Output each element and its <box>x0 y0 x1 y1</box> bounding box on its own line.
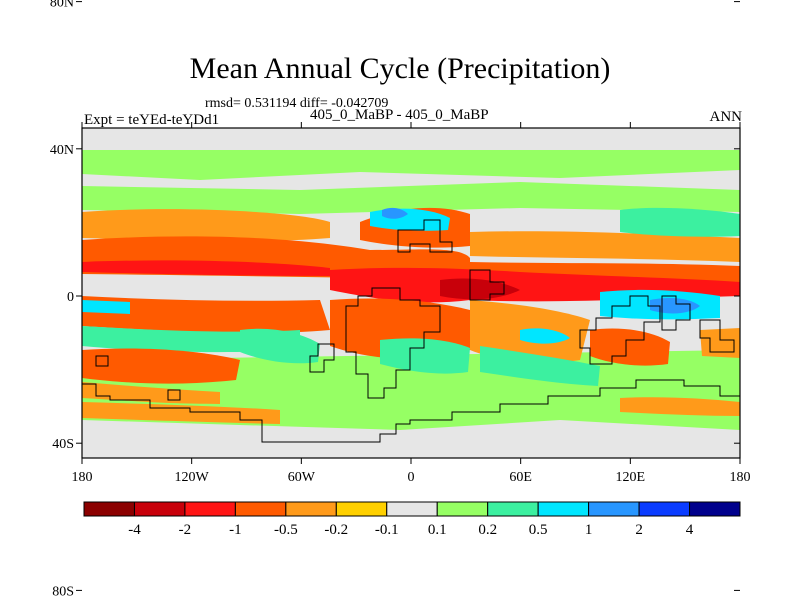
x-tick-label: 180 <box>72 470 93 485</box>
precip-region <box>590 328 670 366</box>
chart-title: Mean Annual Cycle (Precipitation) <box>189 52 611 85</box>
colorbar-label: 0.2 <box>478 522 497 538</box>
precip-region <box>82 260 330 276</box>
y-tick-label: 80N <box>50 0 74 11</box>
colorbar-label: -1 <box>229 522 242 538</box>
coastlines <box>82 219 740 443</box>
runs-label: 405_0_MaBP - 405_0_MaBP <box>310 107 489 123</box>
precip-region <box>620 207 740 237</box>
precip-region <box>470 231 740 262</box>
colorbar-swatch <box>588 501 640 517</box>
precip-region <box>480 346 600 386</box>
colorbar-label: 4 <box>686 522 694 538</box>
coastline <box>309 343 335 373</box>
precip-region <box>240 328 320 364</box>
coastline <box>699 319 735 353</box>
colorbar-swatch <box>436 501 489 517</box>
colorbar-label: -4 <box>128 522 141 538</box>
colorbar-label: -0.2 <box>324 522 348 538</box>
coastline <box>167 389 181 401</box>
colorbar-swatch <box>83 501 135 517</box>
colorbar-swatch <box>537 501 590 517</box>
x-tick-label: 0 <box>408 470 415 485</box>
colorbar-swatch <box>184 501 236 517</box>
precip-region <box>620 397 740 416</box>
precip-region <box>382 207 408 219</box>
experiment-label: Expt = teYEd-teYDd1 <box>84 112 220 128</box>
y-tick-label: 40N <box>50 143 74 158</box>
coastline <box>469 269 505 301</box>
precip-region <box>82 300 130 314</box>
colorbar-swatch <box>285 501 337 517</box>
y-tick-label: 80S <box>52 584 74 599</box>
y-tick-label: 0 <box>67 290 74 305</box>
colorbar-label: 0.1 <box>428 522 447 538</box>
x-tick-label: 60E <box>509 470 532 485</box>
precip-region <box>82 382 220 404</box>
colorbar-swatch <box>133 501 186 517</box>
x-tick-label: 180 <box>730 470 751 485</box>
x-tick-label: 60W <box>288 470 316 485</box>
colorbar-label: 2 <box>635 522 643 538</box>
coastline <box>345 287 441 399</box>
colorbar-label: -0.1 <box>375 522 399 538</box>
precip-region <box>82 182 740 214</box>
colorbar-swatch <box>689 501 741 517</box>
colorbar-label: -0.5 <box>274 522 298 538</box>
colorbar-label: -2 <box>179 522 192 538</box>
coastline <box>579 295 661 365</box>
x-tick-label: 120W <box>175 470 210 485</box>
precip-region <box>82 296 330 333</box>
colorbar-swatch <box>234 501 287 517</box>
colorbar-swatch <box>487 501 539 517</box>
y-tick-label: 40S <box>52 437 74 452</box>
precipitation-field <box>82 128 740 458</box>
colorbar-swatch <box>638 501 691 517</box>
colorbar-swatch <box>386 501 438 517</box>
precip-region <box>82 209 330 242</box>
season-label: ANN <box>709 109 743 125</box>
precip-region <box>82 150 740 180</box>
precip-region <box>520 328 570 344</box>
coastline <box>82 379 740 443</box>
precip-region <box>82 348 240 384</box>
precip-region <box>380 338 470 374</box>
precip-region <box>82 402 280 424</box>
coastline <box>95 355 109 367</box>
x-tick-label: 120E <box>616 470 646 485</box>
colorbar-swatch <box>335 501 388 517</box>
coastline <box>397 219 453 253</box>
stats-label: rmsd= 0.531194 diff= -0.042709 <box>205 96 389 111</box>
colorbar-label: 1 <box>585 522 593 538</box>
coastline <box>661 295 691 331</box>
colorbar-label: 0.5 <box>529 522 548 538</box>
